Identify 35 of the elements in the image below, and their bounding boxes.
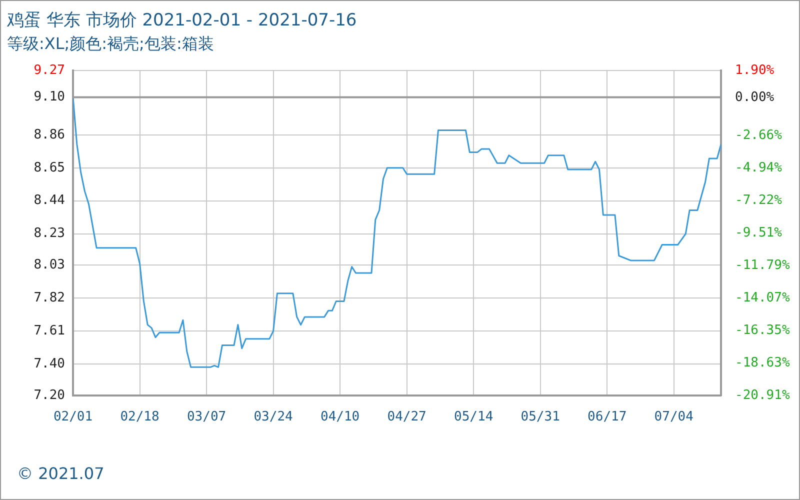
y2-tick-label: -20.91% (735, 388, 790, 403)
y2-tick-label: -4.94% (735, 160, 782, 176)
y2-tick-label: -14.07% (735, 290, 790, 306)
y-tick-label: 7.20 (34, 388, 65, 403)
y-tick-label: 8.23 (34, 226, 65, 242)
y-tick-label: 8.86 (34, 127, 65, 142)
chart-title: 鸡蛋 华东 市场价 2021-02-01 - 2021-07-16 (6, 10, 357, 31)
y-tick-label: 7.40 (34, 356, 65, 372)
y-tick-label: 9.27 (34, 62, 65, 78)
x-tick-label: 05/31 (520, 410, 560, 425)
chart-subtitle: 等级:XL;颜色:褐壳;包装:箱装 (7, 34, 214, 54)
y-tick-label: 7.61 (34, 323, 65, 338)
text: © 2021.07 (17, 464, 104, 483)
y2-tick-label: -2.66% (735, 128, 782, 143)
x-tick-label: 07/04 (654, 410, 694, 425)
x-tick-label: 06/17 (588, 410, 627, 425)
y2-tick-label: 0.00% (735, 90, 774, 106)
x-tick-label: 02/01 (53, 410, 93, 425)
x-tick-label: 04/27 (387, 410, 426, 425)
y-tick-label: 8.65 (34, 160, 65, 176)
y2-tick-label: -9.51% (735, 225, 782, 240)
y-tick-label: 9.10 (34, 90, 65, 105)
x-tick-label: 02/18 (120, 410, 160, 425)
y2-tick-label: -7.22% (735, 192, 782, 208)
y-tick-label: 7.82 (34, 290, 65, 306)
y2-tick-label: -18.63% (735, 355, 790, 370)
x-tick-label: 03/24 (254, 410, 294, 425)
y-tick-label: 8.44 (34, 193, 66, 208)
y2-tick-label: -11.79% (735, 258, 790, 273)
x-tick-label: 04/10 (320, 410, 360, 425)
y2-tick-label: -16.35% (735, 322, 790, 338)
y-tick-label: 8.03 (34, 258, 65, 273)
y2-tick-label: 1.90% (735, 62, 774, 78)
x-tick-label: 03/07 (186, 410, 226, 425)
x-tick-label: 05/14 (454, 410, 494, 425)
